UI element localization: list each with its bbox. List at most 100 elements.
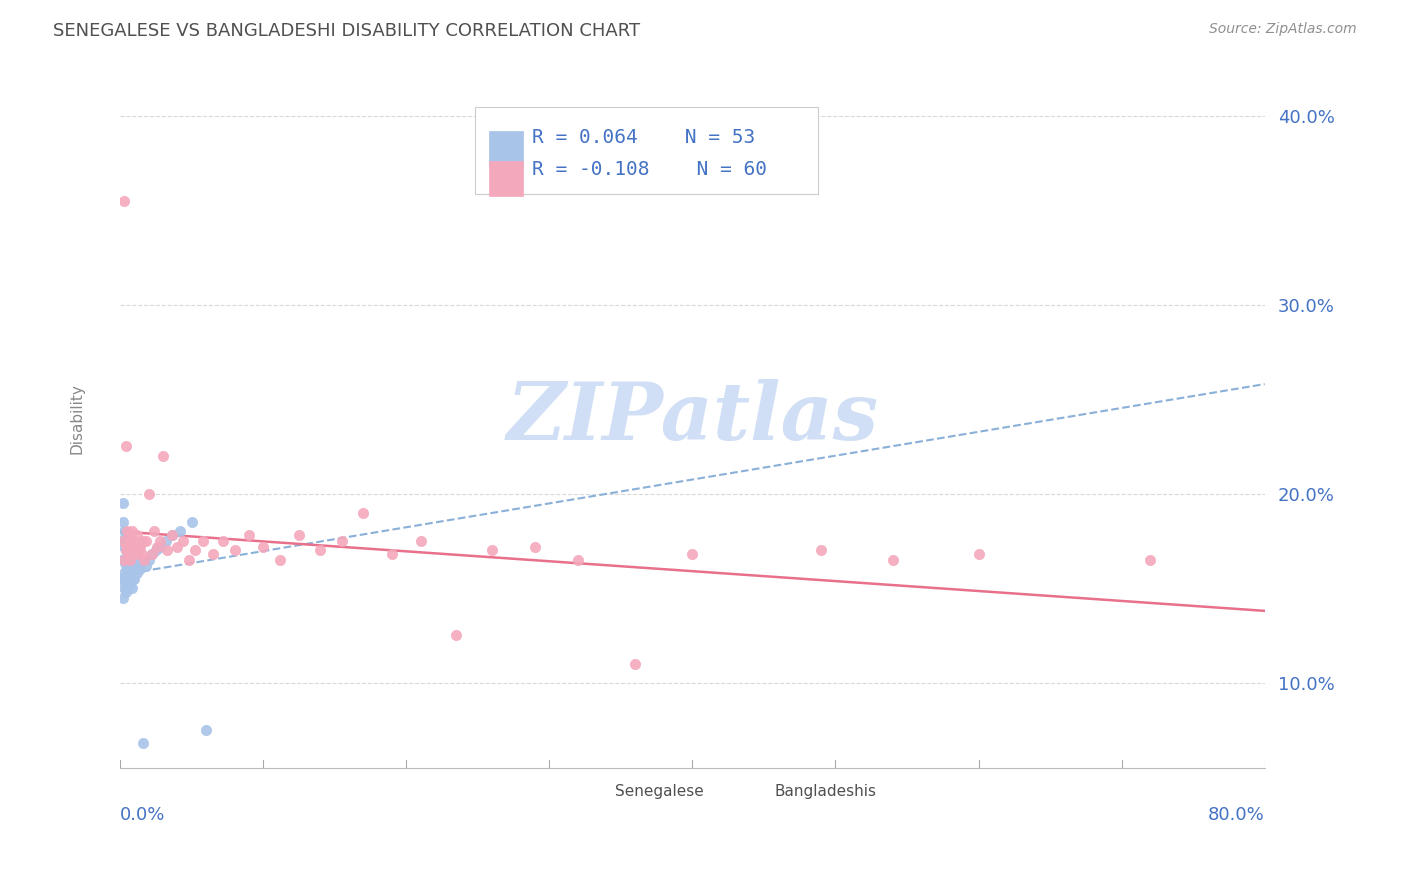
Point [524, 540, 547, 554]
Point [624, 657, 647, 671]
Point [117, 547, 139, 561]
Point [115, 558, 138, 573]
Point [149, 533, 172, 548]
Point [212, 533, 235, 548]
Point [120, 562, 142, 576]
Text: Senegalese: Senegalese [614, 784, 703, 799]
Point [111, 533, 134, 548]
Point [129, 540, 152, 554]
Point [118, 553, 141, 567]
Point [121, 553, 143, 567]
Point [134, 553, 156, 567]
Point [115, 543, 138, 558]
Point [269, 553, 291, 567]
Point [183, 543, 205, 558]
Point [681, 547, 703, 561]
Text: Bangladeshis: Bangladeshis [775, 784, 877, 799]
Point [177, 553, 200, 567]
Point [195, 723, 218, 737]
Point [967, 547, 990, 561]
Point [114, 581, 136, 595]
Point [111, 591, 134, 605]
Point [120, 533, 142, 548]
Point [122, 540, 145, 554]
Point [352, 506, 374, 520]
Point [121, 543, 143, 558]
Point [127, 528, 149, 542]
Point [238, 528, 260, 542]
Point [120, 547, 142, 561]
Point [118, 528, 141, 542]
Point [224, 543, 246, 558]
Point [111, 553, 134, 567]
Point [202, 547, 225, 561]
Point [567, 553, 589, 567]
Point [124, 572, 146, 586]
Point [1139, 553, 1161, 567]
Point [330, 533, 353, 548]
Point [125, 562, 148, 576]
Point [122, 558, 145, 573]
Point [169, 524, 191, 539]
Text: R = 0.064    N = 53: R = 0.064 N = 53 [533, 128, 755, 147]
Point [121, 566, 143, 580]
Point [118, 566, 141, 580]
Point [141, 547, 163, 561]
Point [1053, 773, 1076, 788]
Point [138, 553, 160, 567]
Point [125, 547, 148, 561]
Point [146, 540, 169, 554]
Point [117, 533, 139, 548]
Point [117, 524, 139, 539]
Point [121, 581, 143, 595]
Point [127, 566, 149, 580]
Point [114, 553, 136, 567]
FancyBboxPatch shape [583, 780, 606, 803]
Point [446, 628, 468, 642]
Point [252, 540, 274, 554]
Point [129, 562, 152, 576]
Point [166, 540, 188, 554]
Text: ZIPatlas: ZIPatlas [506, 379, 879, 457]
FancyBboxPatch shape [489, 161, 523, 196]
Point [381, 547, 404, 561]
Point [114, 540, 136, 554]
Point [143, 524, 166, 539]
Point [156, 543, 179, 558]
Point [152, 449, 174, 463]
FancyBboxPatch shape [489, 131, 523, 167]
Point [124, 533, 146, 548]
Text: 0.0%: 0.0% [120, 806, 166, 824]
Point [160, 528, 183, 542]
Point [180, 515, 202, 529]
FancyBboxPatch shape [744, 780, 766, 803]
Point [128, 558, 150, 573]
Point [131, 547, 153, 561]
Point [115, 543, 138, 558]
FancyBboxPatch shape [475, 107, 818, 194]
Point [115, 440, 138, 454]
Point [114, 524, 136, 539]
Point [288, 528, 311, 542]
Point [738, 770, 761, 784]
Point [160, 528, 183, 542]
Point [115, 528, 138, 542]
Text: 80.0%: 80.0% [1208, 806, 1264, 824]
Point [120, 553, 142, 567]
Text: R = -0.108    N = 60: R = -0.108 N = 60 [533, 161, 768, 179]
Point [117, 577, 139, 591]
Point [117, 540, 139, 554]
Point [132, 533, 155, 548]
Point [131, 553, 153, 567]
Point [118, 540, 141, 554]
Point [118, 547, 141, 561]
Point [114, 194, 136, 208]
Point [810, 543, 832, 558]
Point [110, 533, 132, 548]
Text: Source: ZipAtlas.com: Source: ZipAtlas.com [1209, 22, 1357, 37]
Point [155, 533, 177, 548]
Point [121, 524, 143, 539]
Point [111, 572, 134, 586]
Point [122, 572, 145, 586]
Point [111, 533, 134, 548]
